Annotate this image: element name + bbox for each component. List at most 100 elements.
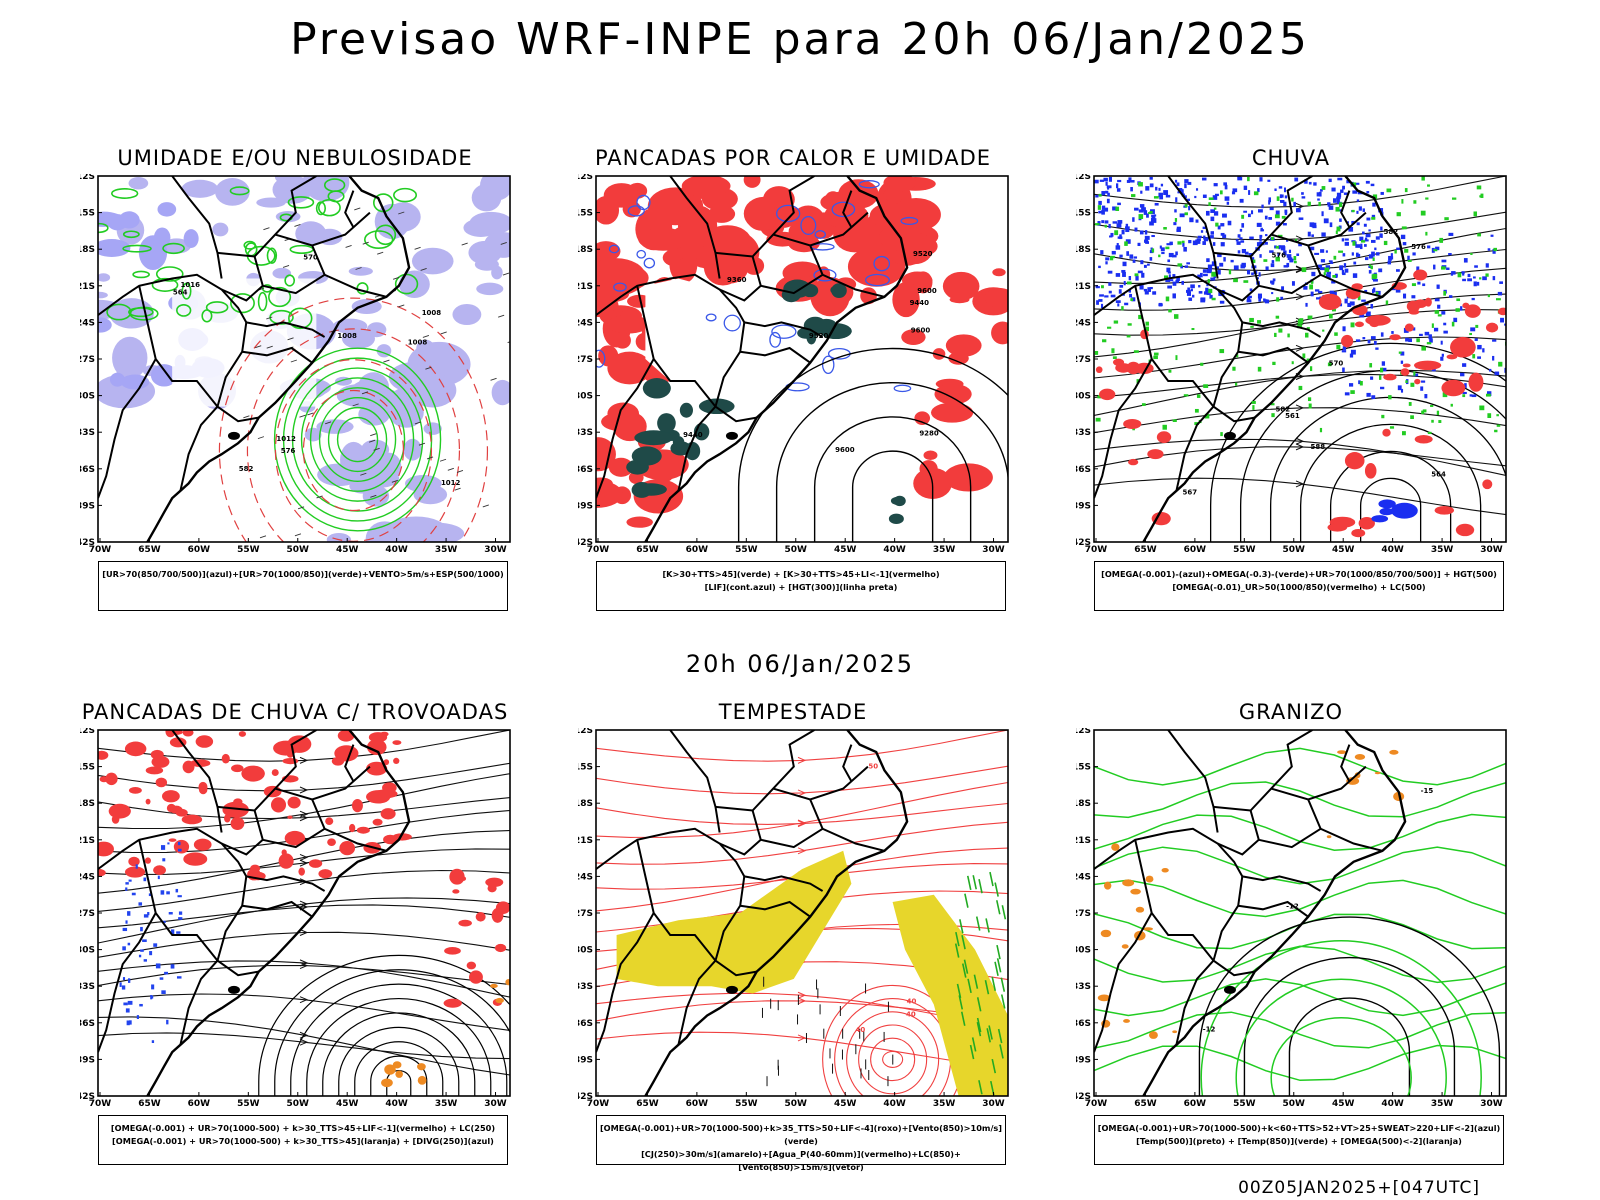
omega-area-blue (1355, 339, 1361, 342)
humidity-area-blue (118, 211, 140, 229)
omega-area-blue (1332, 198, 1337, 203)
instability-area-red (608, 457, 634, 477)
omega-area-blue (1182, 242, 1185, 247)
lat-label: 24S (1076, 872, 1091, 882)
divergence-area-blue (151, 984, 155, 990)
wind-vector-green (995, 900, 1001, 915)
omega-area-blue (1372, 202, 1376, 207)
omega-area-blue (1206, 258, 1210, 263)
divergence-area-blue (143, 914, 149, 918)
omega-area-green (1164, 275, 1169, 280)
omega-area-blue (1265, 266, 1269, 271)
omega-area-green (1441, 266, 1446, 270)
omega-area-green (1493, 247, 1498, 252)
wind-vector (440, 331, 447, 335)
omega-area-blue (1149, 183, 1154, 188)
omega-area-green (1263, 259, 1268, 262)
humidity-area-blue (480, 176, 510, 201)
omega-area-green (1425, 197, 1429, 200)
omega-area-blue (1251, 210, 1254, 215)
contour-label: 9520 (809, 332, 829, 340)
state-border (1307, 245, 1383, 298)
lon-label: 50W (287, 1099, 310, 1109)
temp500-contour (1288, 997, 1411, 1096)
omega-area-green (1098, 193, 1102, 197)
streamline (338, 1026, 460, 1096)
lat-label: 39S (1076, 1055, 1091, 1065)
omega-area-red (1123, 418, 1142, 429)
omega-area-blue (1184, 183, 1187, 189)
omega-area-green (1112, 356, 1117, 359)
wind-vector (361, 391, 369, 395)
thunderstorm-area-red (379, 731, 389, 737)
divergence-area-blue (119, 982, 122, 987)
omega-area-green (1456, 298, 1461, 302)
omega-area-blue (1279, 199, 1285, 203)
omega-area-red (1351, 528, 1366, 538)
lat-label: 21S (80, 282, 95, 292)
wind-vector-green (975, 916, 981, 931)
lat-label: 30S (80, 946, 95, 956)
streamline (354, 1041, 444, 1096)
omega-area-blue (1298, 217, 1304, 220)
contour-label: 576 (1271, 251, 1286, 259)
thunderstorm-area-red (278, 853, 294, 869)
panel-granizo: GRANIZO-12-15-1212S15S18S21S24S27S30S33S… (1076, 700, 1507, 1170)
divergence-area-blue (166, 891, 170, 895)
thunderstorm-area-red (485, 877, 504, 887)
omega-area-blue (1107, 192, 1110, 197)
legend-box: [OMEGA(-0.001)+UR>70(1000-500)+k>35_TTS>… (596, 1115, 1006, 1172)
omega-area-green (1372, 194, 1378, 200)
divergence-area-blue (177, 841, 181, 846)
omega-area-red (1406, 300, 1420, 313)
humidity-area-blue (484, 232, 510, 253)
omega-area-blue (1126, 179, 1130, 183)
omega-area-green (1293, 255, 1297, 261)
thunderstorm-area-red (380, 808, 396, 820)
omega-area-blue (1260, 227, 1263, 232)
omega-area-blue (1298, 243, 1302, 247)
flow-arrow (1295, 293, 1305, 301)
thunderstorm-area-orange (417, 1075, 427, 1085)
lat-label: 36S (80, 1019, 95, 1029)
thunderstorm-area-red (238, 731, 247, 737)
flow-arrow (1295, 437, 1305, 445)
omega-area-green (1308, 403, 1312, 409)
omega-area-blue (1361, 299, 1366, 302)
omega-area-blue (1400, 360, 1404, 364)
humidity-area-blue (138, 235, 168, 271)
omega-area-blue (1311, 271, 1316, 277)
omega-area-green (1277, 234, 1283, 237)
omega-area-blue (1186, 262, 1191, 265)
lon-label: 55W (735, 1099, 758, 1109)
omega-area-green (1113, 320, 1119, 324)
omega-area-blue (1098, 210, 1104, 214)
omega-area-green (1305, 332, 1309, 338)
omega-area-blue (1371, 214, 1376, 219)
omega-area-blue (1230, 259, 1234, 263)
wind-vector-green (984, 980, 990, 995)
omega-area-blue (1328, 178, 1332, 183)
omega-area-blue (1188, 297, 1193, 301)
streamline (98, 730, 510, 762)
omega-area-blue (1463, 258, 1468, 263)
omega-area-blue (1217, 252, 1222, 258)
omega-area-blue (1168, 252, 1174, 258)
coastline (146, 730, 411, 1096)
wind-vector (287, 337, 294, 341)
omega-area-blue (1143, 210, 1148, 215)
omega-area-blue (1372, 287, 1376, 293)
lat-label: 18S (578, 245, 593, 255)
legend-line: [OMEGA(-0.001) + UR>70(1000-500) + k>30_… (112, 1136, 494, 1146)
wind-vector (294, 224, 301, 227)
thunderstorm-area-red (224, 814, 231, 823)
lagoon (1223, 985, 1236, 994)
flow-arrow (299, 859, 309, 867)
omega-area-blue (1283, 265, 1289, 268)
state-border (1238, 900, 1309, 918)
omega-area-blue (1269, 207, 1274, 211)
omega-area-orange (1143, 927, 1154, 931)
omega-area-blue (1167, 271, 1171, 274)
omega-area-green (1350, 322, 1355, 328)
humidity-contour-green (318, 397, 397, 483)
